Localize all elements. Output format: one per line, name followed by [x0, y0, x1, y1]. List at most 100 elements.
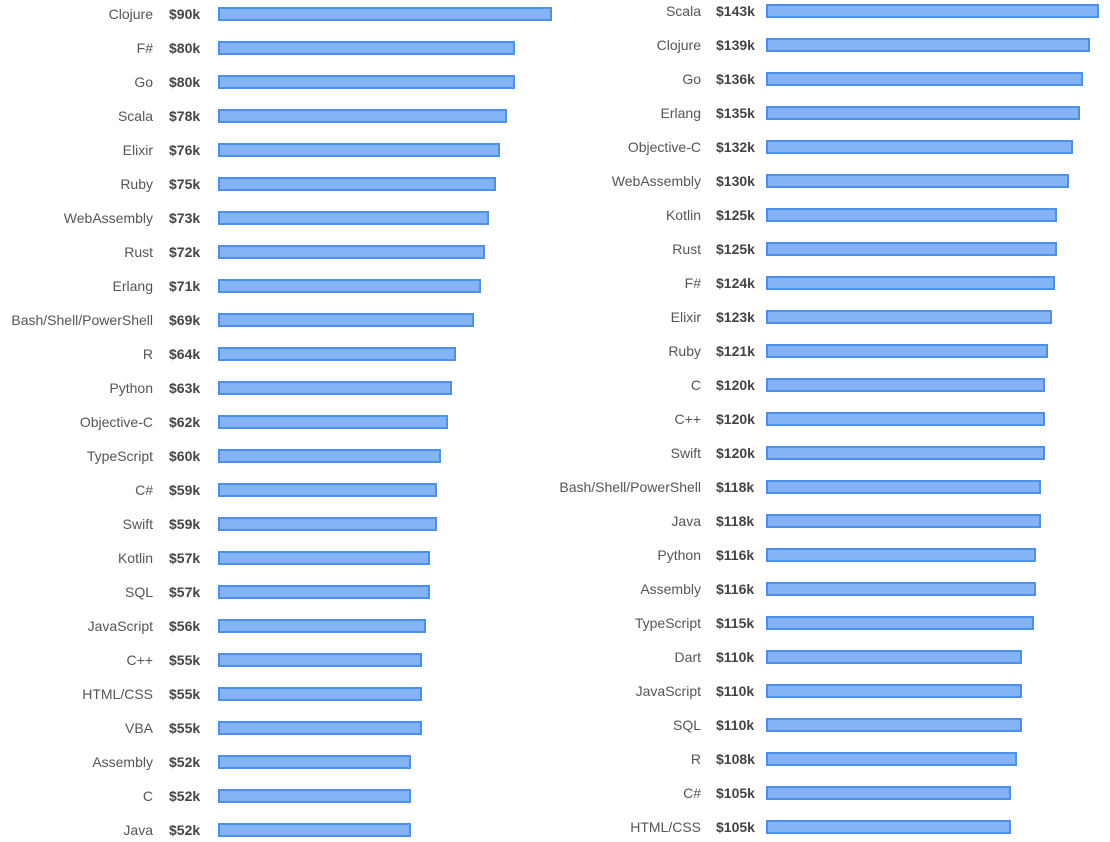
- bar: [218, 789, 411, 803]
- bar-row: Bash/Shell/PowerShell $118k: [0, 477, 1110, 497]
- category-label: Erlang: [660, 105, 701, 121]
- category-label: Kotlin: [665, 207, 701, 223]
- bar: [766, 684, 1023, 698]
- bar-row: SQL $110k: [0, 715, 1110, 735]
- category-label: Java: [671, 513, 701, 529]
- value-label: $55k: [169, 686, 201, 702]
- bar-row: C $52k: [0, 786, 1110, 806]
- bar-row: Go $136k: [0, 69, 1110, 89]
- bar-row: WebAssembly $73k: [0, 208, 1110, 228]
- bar: [766, 242, 1058, 256]
- category-label: Swift: [122, 516, 153, 532]
- category-label: C++: [126, 652, 153, 668]
- category-label: Dart: [674, 649, 701, 665]
- bar: [766, 616, 1034, 630]
- bar: [766, 310, 1053, 324]
- bar-row: HTML/CSS $105k: [0, 817, 1110, 837]
- category-label: Clojure: [108, 6, 153, 22]
- category-label: Ruby: [668, 343, 701, 359]
- bar: [218, 245, 486, 259]
- bar: [766, 786, 1011, 800]
- value-label: $55k: [169, 720, 201, 736]
- value-label: $125k: [716, 207, 755, 223]
- bar: [218, 381, 452, 395]
- value-label: $52k: [169, 788, 201, 804]
- bar-row: C $120k: [0, 375, 1110, 395]
- value-label: $118k: [716, 513, 755, 529]
- value-label: $125k: [716, 241, 755, 257]
- bar-row: Dart $110k: [0, 647, 1110, 667]
- bar-row: VBA $55k: [0, 718, 1110, 738]
- bar-row: Assembly $116k: [0, 579, 1110, 599]
- value-label: $123k: [716, 309, 755, 325]
- bar-row: Scala $143k: [0, 1, 1110, 21]
- bar-row: Elixir $76k: [0, 140, 1110, 160]
- category-label: Python: [109, 380, 153, 396]
- bar: [218, 347, 456, 361]
- bar: [218, 109, 508, 123]
- category-label: F#: [684, 275, 701, 291]
- bar: [766, 514, 1041, 528]
- value-label: $60k: [169, 448, 201, 464]
- bar-row: Python $116k: [0, 545, 1110, 565]
- bar: [766, 378, 1046, 392]
- category-label: Go: [682, 71, 701, 87]
- value-label: $120k: [716, 411, 755, 427]
- bar-row: F# $80k: [0, 38, 1110, 58]
- value-label: $110k: [716, 649, 755, 665]
- value-label: $139k: [716, 37, 755, 53]
- bar-row: Ruby $75k: [0, 174, 1110, 194]
- bar: [766, 650, 1023, 664]
- category-label: Kotlin: [117, 550, 153, 566]
- category-label: WebAssembly: [63, 210, 153, 226]
- bar: [766, 480, 1041, 494]
- category-label: Rust: [124, 244, 153, 260]
- value-label: $72k: [169, 244, 201, 260]
- category-label: C: [142, 788, 153, 804]
- bar-row: JavaScript $56k: [0, 616, 1110, 636]
- category-label: C: [690, 377, 701, 393]
- bar: [766, 140, 1074, 154]
- category-label: C#: [135, 482, 153, 498]
- value-label: $59k: [169, 482, 201, 498]
- bar: [766, 4, 1099, 18]
- value-label: $105k: [716, 819, 755, 835]
- bar-row: Go $80k: [0, 72, 1110, 92]
- bar-row: Java $52k: [0, 820, 1110, 840]
- category-label: Objective-C: [627, 139, 701, 155]
- bar: [766, 752, 1018, 766]
- category-label: Python: [657, 547, 701, 563]
- bar-row: C# $59k: [0, 480, 1110, 500]
- bar: [766, 412, 1046, 426]
- bar: [766, 72, 1083, 86]
- value-label: $69k: [169, 312, 201, 328]
- value-label: $116k: [716, 547, 755, 563]
- bar: [218, 313, 475, 327]
- value-label: $90k: [169, 6, 201, 22]
- value-label: $73k: [169, 210, 201, 226]
- bar: [766, 718, 1023, 732]
- bar-row: JavaScript $110k: [0, 681, 1110, 701]
- category-label: Scala: [665, 3, 701, 19]
- category-label: HTML/CSS: [630, 819, 701, 835]
- category-label: Assembly: [92, 754, 153, 770]
- bar: [766, 208, 1058, 222]
- bar: [218, 653, 423, 667]
- category-label: Scala: [117, 108, 153, 124]
- category-label: Bash/Shell/PowerShell: [11, 312, 153, 328]
- value-label: $76k: [169, 142, 201, 158]
- value-label: $57k: [169, 584, 201, 600]
- value-label: $59k: [169, 516, 201, 532]
- value-label: $124k: [716, 275, 755, 291]
- bar: [218, 41, 515, 55]
- category-label: VBA: [124, 720, 153, 736]
- value-label: $71k: [169, 278, 201, 294]
- category-label: HTML/CSS: [82, 686, 153, 702]
- bar-row: Objective-C $132k: [0, 137, 1110, 157]
- value-label: $136k: [716, 71, 755, 87]
- bar-row: SQL $57k: [0, 582, 1110, 602]
- bar-row: Rust $72k: [0, 242, 1110, 262]
- category-label: TypeScript: [86, 448, 153, 464]
- category-label: TypeScript: [634, 615, 701, 631]
- bar-row: Elixir $123k: [0, 307, 1110, 327]
